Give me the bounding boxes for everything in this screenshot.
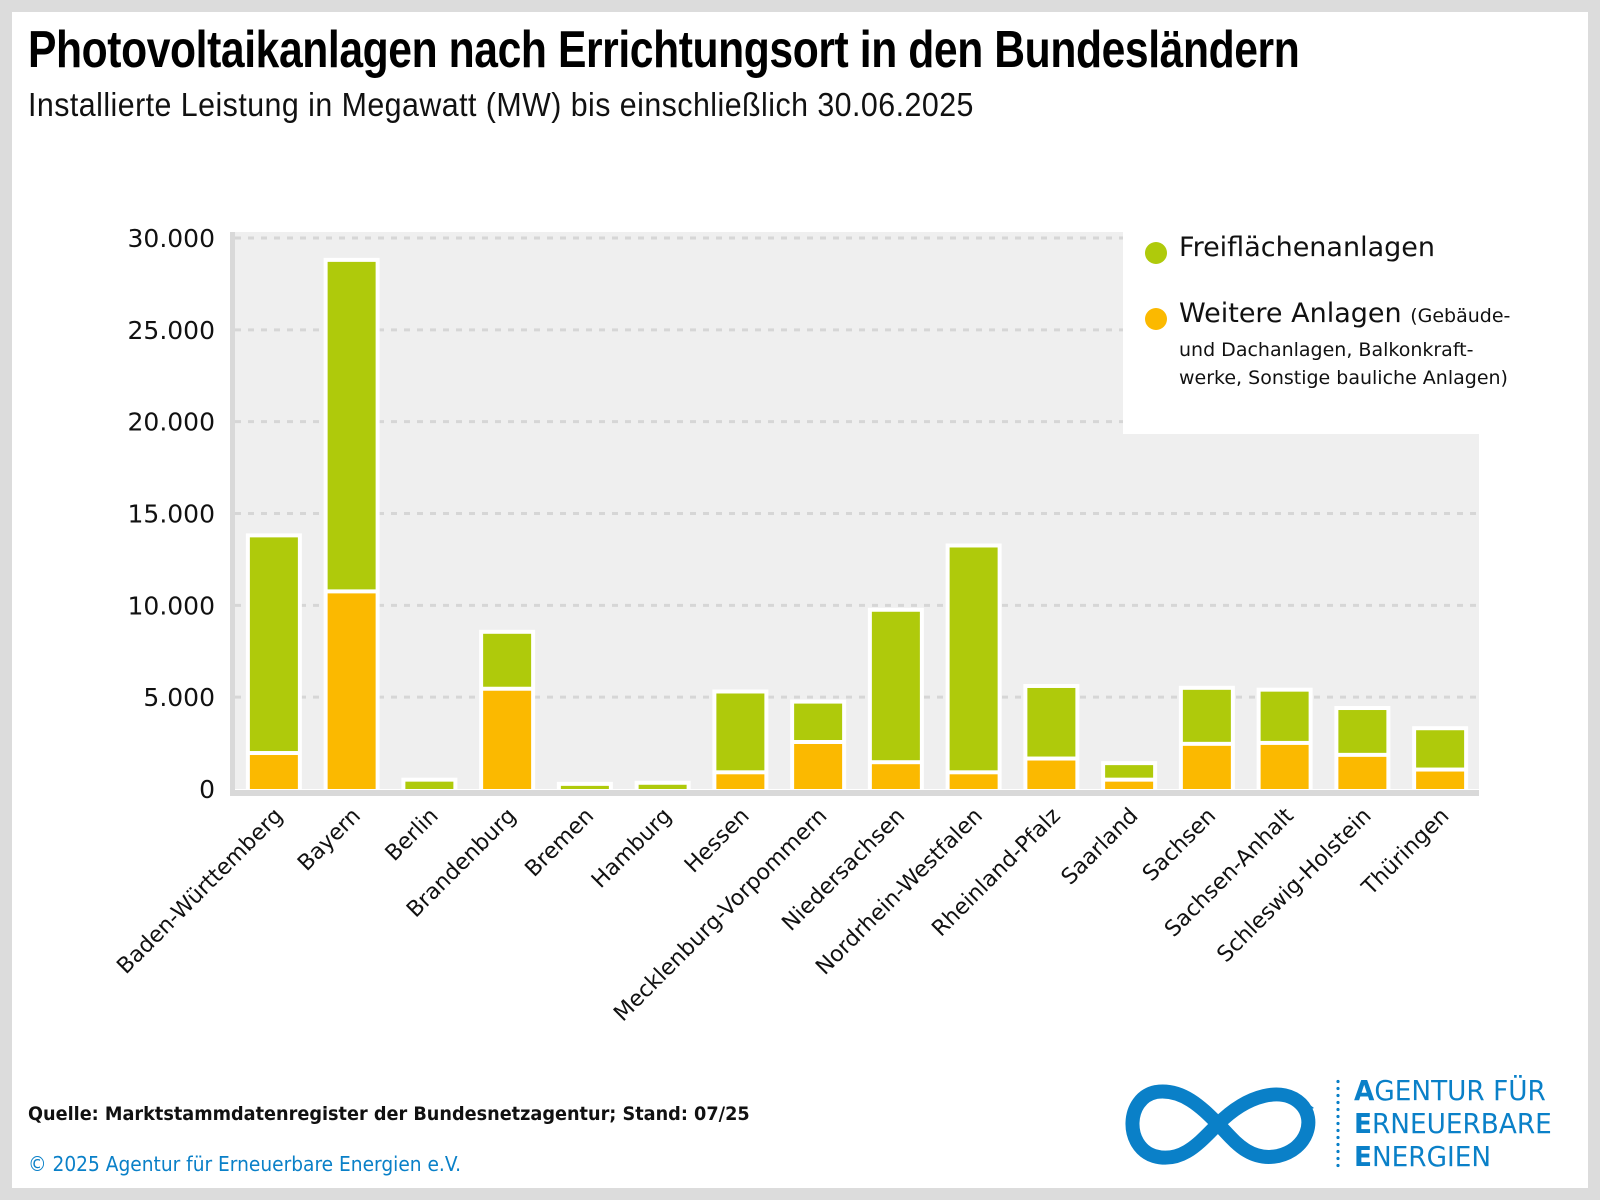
bar-group [479, 629, 536, 789]
bar-freiflaechenanlagen [249, 537, 298, 752]
y-tick-label: 20.000 [128, 408, 215, 437]
bar-freiflaechenanlagen [638, 784, 687, 789]
x-tick-label: Bremen [521, 804, 600, 883]
x-tick-label: Schleswig-Holstein [1213, 804, 1377, 968]
legend-label-freiflaechen: Freiflächenanlagen [1179, 232, 1435, 263]
x-axis-line [230, 790, 1479, 796]
aee-logo: AGENTUR FÜR ERNEUERBARE ENERGIEN [1118, 1074, 1588, 1174]
bar-freiflaechenanlagen [716, 693, 765, 771]
chart-title: Photovoltaikanlagen nach Errichtungsort … [28, 21, 1300, 79]
bar-freiflaechenanlagen [1182, 689, 1231, 742]
bar-freiflaechenanlagen [1338, 710, 1387, 753]
copyright-note: © 2025 Agentur für Erneuerbare Energien … [28, 1152, 462, 1176]
bar-weitere-anlagen [1105, 781, 1154, 789]
bar-freiflaechenanlagen [483, 633, 532, 687]
bar-weitere-anlagen [1027, 760, 1076, 789]
x-tick-label: Hamburg [587, 804, 677, 894]
bar-freiflaechenanlagen [1105, 765, 1154, 778]
bar-weitere-anlagen [327, 593, 376, 789]
bar-freiflaechenanlagen [1027, 687, 1076, 757]
bar-freiflaechenanlagen [405, 781, 454, 789]
bar-group [1178, 685, 1235, 789]
logo-initial: A [1354, 1074, 1375, 1107]
bar-group [945, 543, 1002, 789]
bar-weitere-anlagen [871, 764, 920, 789]
x-tick-label: Sachsen [1138, 804, 1221, 887]
bar-weitere-anlagen [949, 774, 998, 789]
legend-note: und Dachanlagen, Balkonkraft- werke, Son… [1179, 336, 1508, 392]
bar-weitere-anlagen [1260, 744, 1309, 789]
y-tick-label: 25.000 [128, 316, 215, 345]
bar-group [1101, 761, 1158, 789]
infinity-arrow-icon [1125, 1084, 1316, 1165]
logo-line: AGENTUR FÜR [1354, 1074, 1552, 1107]
x-tick-label: Sachsen-Anhalt [1160, 803, 1299, 942]
y-tick-label: 5.000 [143, 683, 215, 712]
bar-group [1334, 706, 1391, 789]
logo-wordmark: AGENTUR FÜR ERNEUERBARE ENERGIEN [1354, 1074, 1552, 1173]
legend-note-line: und Dachanlagen, Balkonkraft- [1179, 339, 1474, 361]
bar-weitere-anlagen [249, 755, 298, 789]
chart-subtitle: Installierte Leistung in Megawatt (MW) b… [28, 86, 974, 123]
legend-swatch-weitere [1145, 308, 1167, 330]
legend-label-weitere: Weitere Anlagen (Gebäude- [1179, 298, 1510, 329]
bar-freiflaechenanlagen [1416, 730, 1465, 768]
logo-initial: E [1354, 1107, 1372, 1140]
y-tick-label: 0 [199, 775, 215, 804]
logo-line: ENERGIEN [1354, 1140, 1552, 1173]
legend: Freiflächenanlagen Weitere Anlagen (Gebä… [1123, 220, 1510, 434]
bar-outline [556, 781, 613, 789]
x-tick-label: Berlin [381, 804, 444, 867]
x-tick-label: Saarland [1057, 804, 1144, 891]
bar-weitere-anlagen [483, 690, 532, 789]
y-tick-label: 30.000 [128, 224, 215, 253]
bar-group [245, 533, 302, 789]
bar-group [401, 777, 458, 789]
bar-freiflaechenanlagen [794, 703, 843, 741]
legend-swatch-freiflaechen [1145, 242, 1167, 264]
bar-group [867, 607, 924, 789]
x-tick-label: Bayern [293, 804, 366, 877]
bar-group [323, 257, 380, 789]
bar-group [1412, 726, 1469, 789]
bar-group [712, 689, 769, 789]
logo-line-text: NERGIEN [1371, 1140, 1492, 1173]
bar-group [634, 780, 691, 789]
legend-note-first: (Gebäude- [1410, 305, 1511, 327]
bar-group [556, 781, 613, 789]
bar-weitere-anlagen [716, 774, 765, 789]
bar-weitere-anlagen [1416, 771, 1465, 789]
logo-line-text: GENTUR FÜR [1374, 1074, 1546, 1107]
y-tick-label: 15.000 [128, 500, 215, 529]
bar-weitere-anlagen [1338, 756, 1387, 789]
x-tick-label: Baden-Württemberg [112, 804, 288, 980]
y-axis-line [230, 232, 235, 796]
bar-weitere-anlagen [1182, 745, 1231, 789]
legend-note-line: werke, Sonstige bauliche Anlagen) [1179, 367, 1508, 389]
y-tick-label: 10.000 [128, 591, 215, 620]
bar-freiflaechenanlagen [871, 611, 920, 761]
x-tick-label: Hessen [680, 804, 755, 879]
logo-initial: E [1354, 1140, 1372, 1173]
bar-freiflaechenanlagen [949, 547, 998, 771]
logo-line: ERNEUERBARE [1354, 1107, 1552, 1140]
bar-freiflaechenanlagen [327, 261, 376, 590]
bar-freiflaechenanlagen [560, 785, 609, 789]
source-note: Quelle: Marktstammdatenregister der Bund… [28, 1103, 750, 1125]
bar-freiflaechenanlagen [1260, 691, 1309, 741]
bar-group [790, 699, 847, 789]
bar-group [1256, 687, 1313, 789]
bar-group [1023, 683, 1080, 789]
logo-divider [1336, 1078, 1340, 1170]
legend-label-weitere-main: Weitere Anlagen [1179, 298, 1402, 329]
logo-line-text: RNEUERBARE [1371, 1107, 1552, 1140]
bar-weitere-anlagen [794, 744, 843, 789]
